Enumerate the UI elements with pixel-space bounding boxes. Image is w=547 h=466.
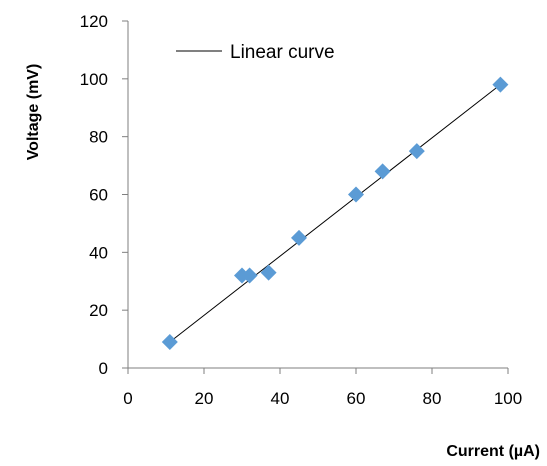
data-point	[260, 264, 277, 281]
y-tick-label: 60	[89, 186, 108, 205]
x-tick-label: 80	[423, 389, 442, 408]
tick-group: 0 20 40 60 80 100 120 0 20 40 60 80 100	[80, 12, 523, 408]
data-point	[241, 267, 258, 284]
fit-line-group	[169, 84, 501, 343]
y-tick-label: 0	[99, 359, 108, 378]
data-points	[161, 76, 509, 350]
y-tick-label: 80	[89, 128, 108, 147]
y-tick-label: 120	[80, 12, 108, 31]
x-tick-label: 0	[123, 389, 132, 408]
linear-fit-line	[169, 84, 501, 343]
data-point	[291, 229, 307, 246]
x-axis-title: Current (µA)	[446, 443, 540, 460]
data-point	[161, 333, 178, 350]
x-tick-label: 20	[195, 389, 214, 408]
y-axis-title: Voltage (mV)	[25, 64, 42, 161]
data-point	[348, 186, 364, 203]
y-tick-label: 40	[89, 243, 108, 262]
axes	[127, 21, 508, 369]
y-tick-label: 100	[80, 70, 108, 89]
x-tick-label: 100	[494, 389, 522, 408]
x-tick-label: 60	[347, 389, 366, 408]
legend: Linear curve	[176, 42, 335, 63]
y-tick-label: 20	[89, 301, 108, 320]
data-point	[408, 143, 425, 160]
x-tick-label: 40	[271, 389, 290, 408]
data-point	[492, 76, 509, 93]
data-point	[374, 163, 391, 180]
legend-label: Linear curve	[230, 42, 335, 63]
